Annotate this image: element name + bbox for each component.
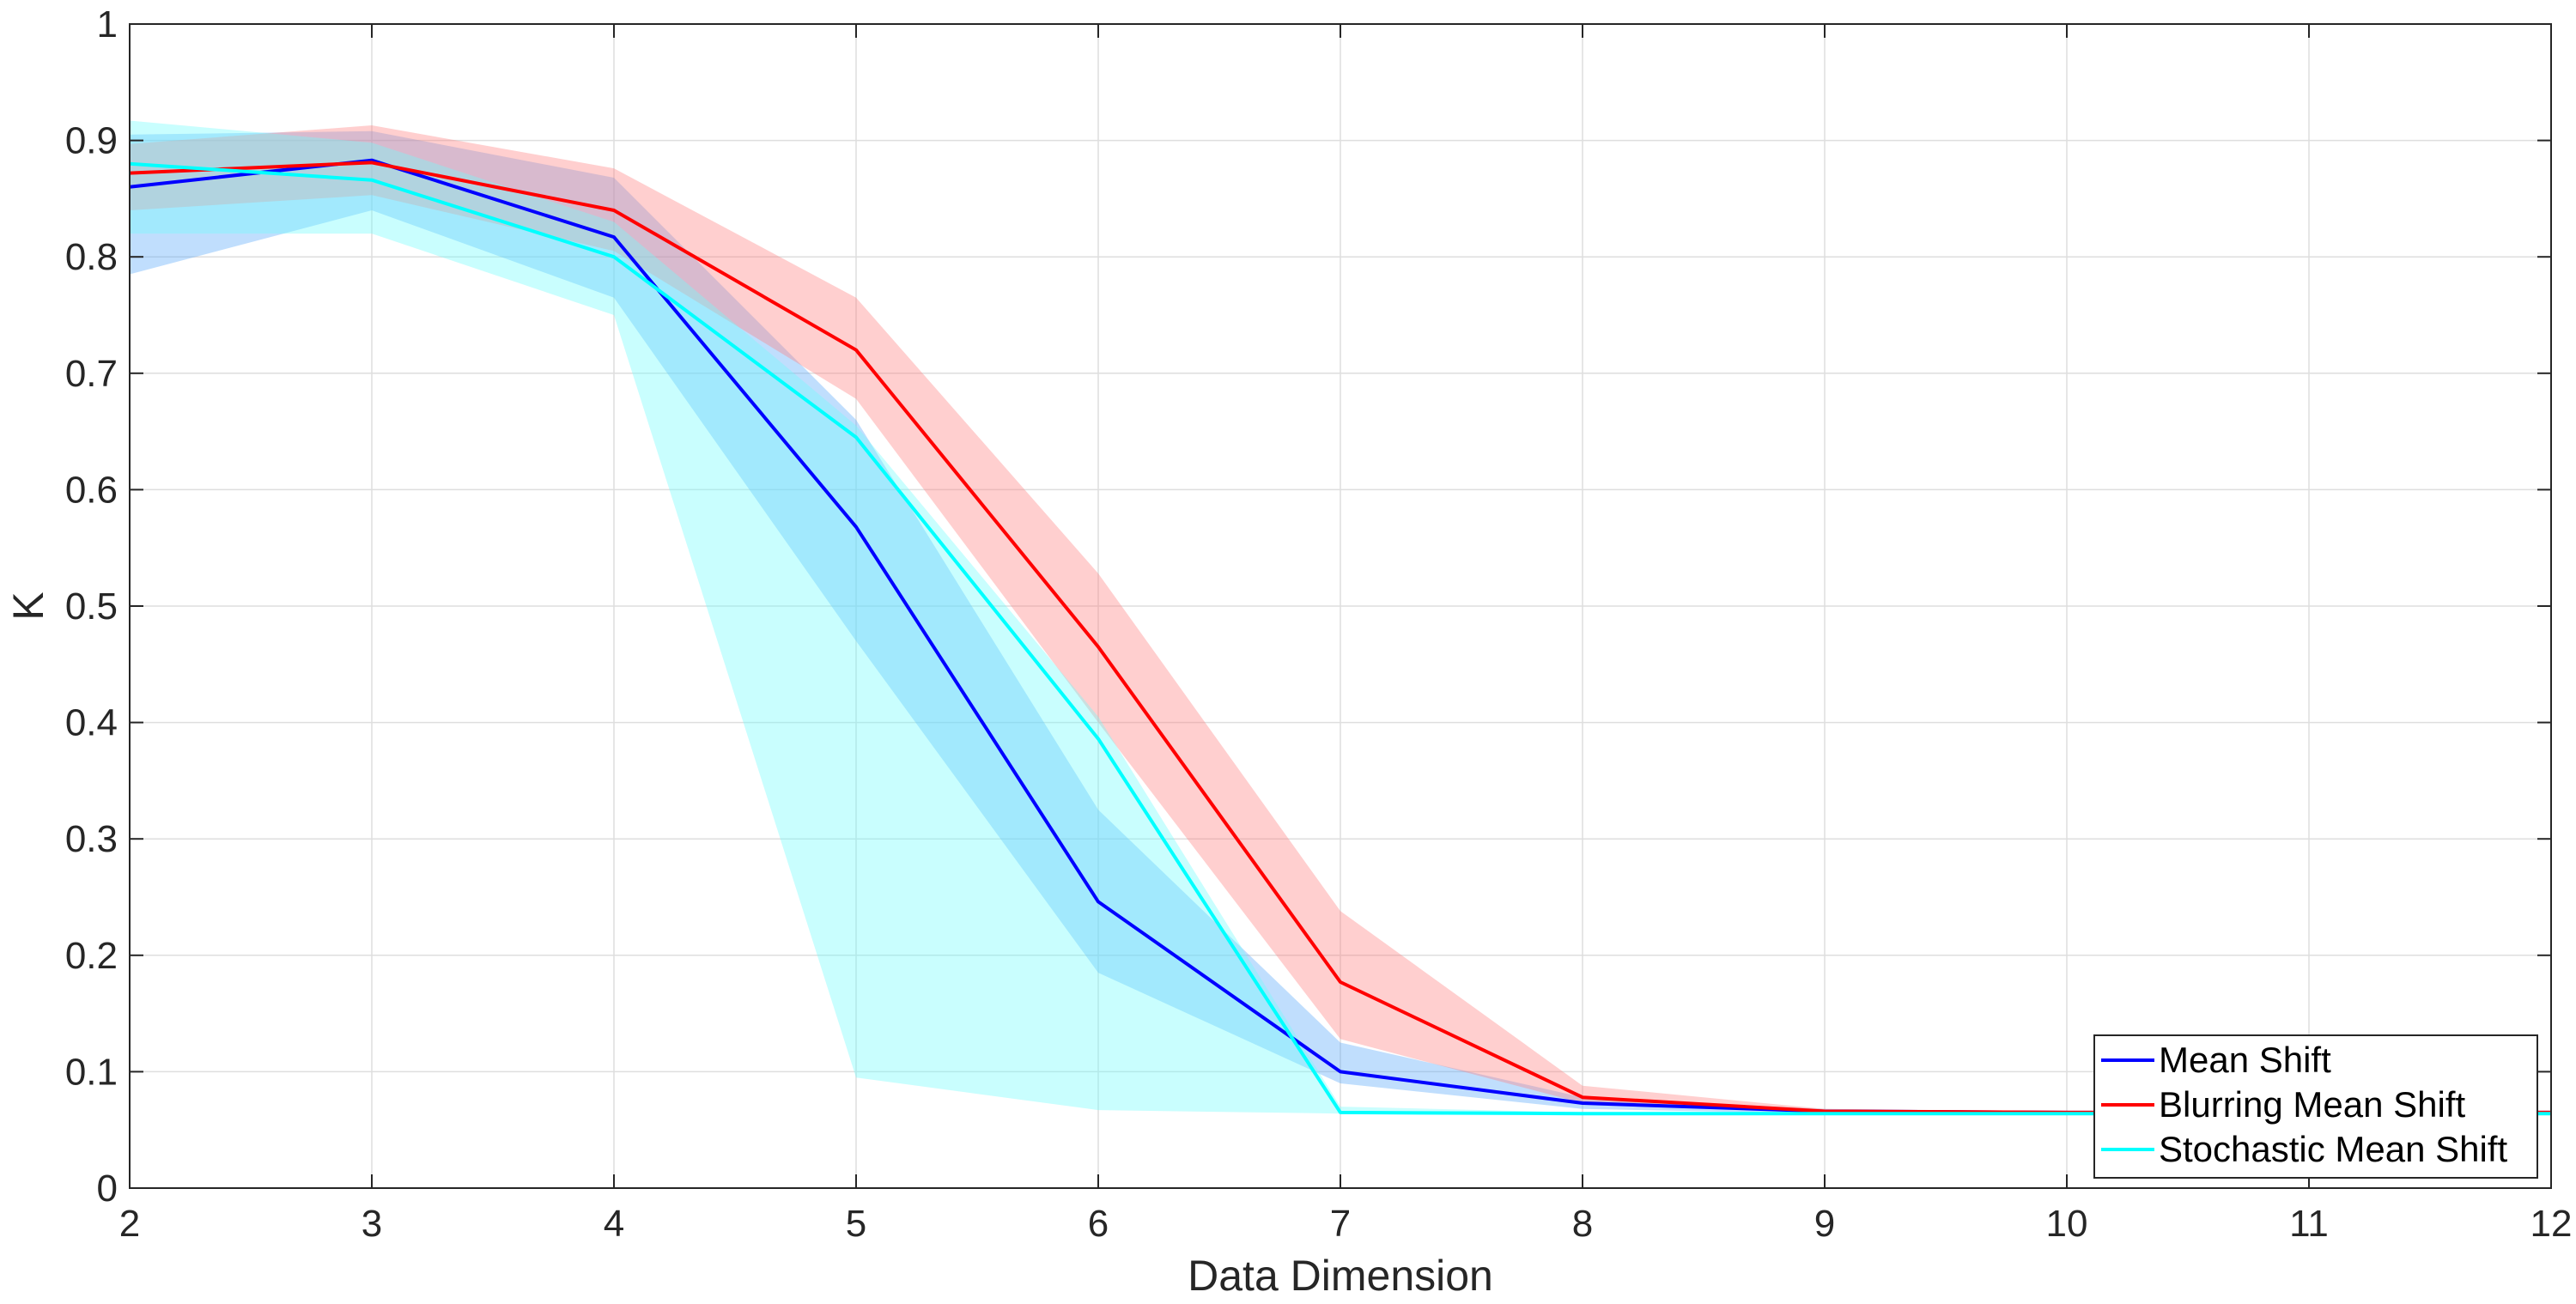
x-tick-label: 10: [2046, 1203, 2088, 1245]
confidence-bands: [130, 120, 2551, 1115]
x-tick-label: 9: [1814, 1203, 1835, 1245]
band-mean-shift: [130, 130, 2551, 1114]
y-tick-label: 0.5: [65, 585, 118, 628]
y-tick-label: 0.3: [65, 818, 118, 860]
x-tick-label: 7: [1330, 1203, 1351, 1245]
y-axis-ticks: 0 0.1 0.2 0.3 0.4 0.5 0.6 0.7 0.8 0.9 1: [65, 3, 2551, 1210]
y-tick-label: 0.6: [65, 469, 118, 511]
legend-label-stochastic-mean-shift: Stochastic Mean Shift: [2159, 1129, 2508, 1169]
x-axis-label: Data Dimension: [1188, 1252, 1493, 1300]
x-tick-label: 6: [1088, 1203, 1109, 1245]
x-tick-label: 4: [604, 1203, 624, 1245]
x-tick-label: 11: [2289, 1203, 2329, 1245]
y-axis-label: K: [4, 591, 52, 620]
x-tick-label: 3: [361, 1203, 382, 1245]
x-tick-label: 5: [846, 1203, 866, 1245]
y-tick-label: 0.7: [65, 353, 118, 395]
legend: Mean Shift Blurring Mean Shift Stochasti…: [2093, 1034, 2538, 1179]
y-tick-label: 0.8: [65, 236, 118, 278]
x-tick-label: 2: [119, 1203, 140, 1245]
legend-label-blurring-mean-shift: Blurring Mean Shift: [2159, 1084, 2465, 1125]
legend-label-mean-shift: Mean Shift: [2159, 1040, 2331, 1080]
y-tick-label: 0.9: [65, 120, 118, 162]
band-blurring-mean-shift: [130, 125, 2551, 1114]
y-tick-label: 1: [97, 3, 118, 45]
y-tick-label: 0: [97, 1168, 118, 1210]
x-tick-label: 12: [2530, 1203, 2573, 1245]
y-tick-label: 0.2: [65, 935, 118, 977]
x-tick-label: 8: [1572, 1203, 1593, 1245]
x-axis-ticks: 2 3 4 5 6 7 8 9 10 11 12: [119, 24, 2573, 1245]
y-tick-label: 0.4: [65, 702, 118, 744]
legend-box: [2093, 1034, 2538, 1179]
y-tick-label: 0.1: [65, 1051, 118, 1093]
band-stochastic-mean-shift: [130, 120, 2551, 1115]
